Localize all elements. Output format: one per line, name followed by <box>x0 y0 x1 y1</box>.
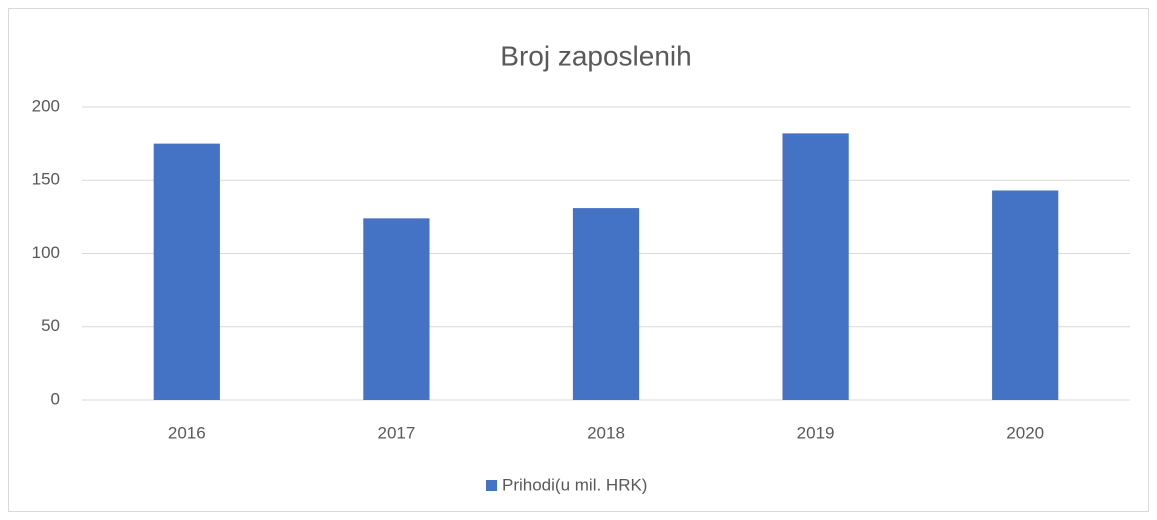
y-tick-label: 50 <box>41 316 60 335</box>
bar <box>572 208 640 400</box>
y-tick-label: 100 <box>32 243 60 262</box>
y-tick-label: 0 <box>51 389 60 408</box>
legend-label: Prihodi(u mil. HRK) <box>502 475 647 494</box>
x-tick-label: 2018 <box>587 423 625 442</box>
x-tick-label: 2020 <box>1006 423 1044 442</box>
bar <box>363 218 430 400</box>
x-tick-label: 2019 <box>797 423 835 442</box>
chart-title: Broj zaposlenih <box>500 40 691 71</box>
bar <box>782 133 849 400</box>
bar <box>153 143 220 400</box>
y-tick-label: 150 <box>32 170 60 189</box>
legend-swatch <box>486 480 497 491</box>
x-tick-label: 2016 <box>168 423 206 442</box>
y-tick-label: 200 <box>32 96 60 115</box>
x-tick-label: 2017 <box>377 423 415 442</box>
bar <box>992 190 1059 400</box>
